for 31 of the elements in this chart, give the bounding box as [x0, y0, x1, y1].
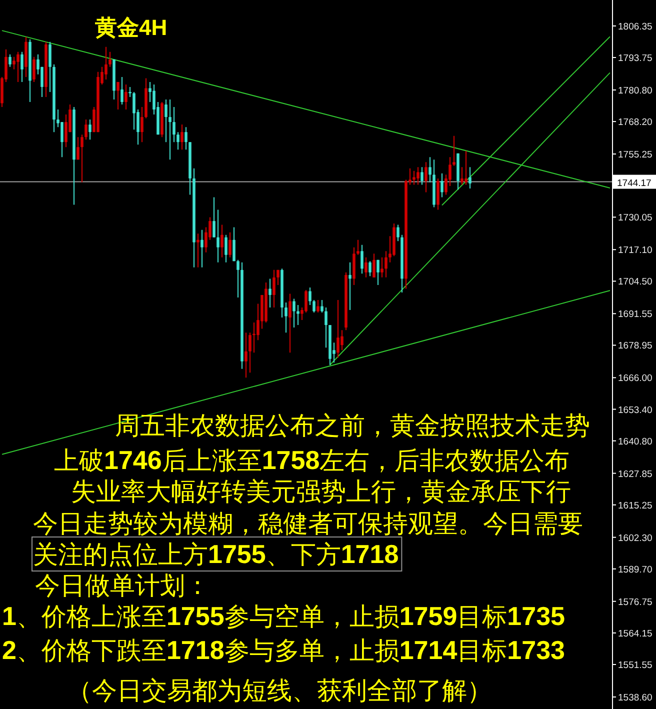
text: 黄金4H — [94, 15, 168, 40]
y-tick-label: 1564.15 — [618, 628, 652, 640]
y-tick-label: 1691.55 — [618, 309, 652, 320]
annotation: （今日交易都为短线、获利全部了解） — [67, 677, 492, 705]
y-tick-label: 1602.30 — [618, 532, 652, 544]
annotation: 失业率大幅好转美元强势上行，黄金承压下行 — [71, 478, 571, 506]
y-tick-label: 1780.80 — [618, 85, 652, 96]
y-tick-label: 1615.25 — [618, 500, 652, 512]
y-tick-label: 1678.95 — [618, 340, 652, 352]
annotation: 今日做单计划： — [35, 572, 210, 600]
y-tick-label: 1627.85 — [618, 468, 652, 480]
y-tick-label: 1576.75 — [618, 596, 652, 608]
y-tick-label: 1793.75 — [618, 53, 652, 64]
y-tick-label: 1538.60 — [618, 692, 652, 704]
y-tick-label: 1640.80 — [618, 436, 652, 448]
annotation: 周五非农数据公布之前，黄金按照技术走势 — [115, 412, 590, 440]
y-tick-label: 1589.70 — [618, 564, 652, 576]
annotation: 上破1746后上涨至1758左右，后非农数据公布 — [54, 445, 570, 475]
y-tick-label: 1551.55 — [618, 660, 652, 672]
y-tick-label: 1730.05 — [618, 212, 652, 224]
annotation: 1、价格上涨至1755参与空单，止损1759目标1735 — [2, 601, 565, 631]
y-tick-label: 1806.35 — [618, 21, 652, 32]
y-tick-label: 1717.10 — [618, 245, 652, 256]
annotation: 2、价格下跌至1718参与多单，止损1714目标1733 — [2, 635, 565, 665]
annotation: 今日走势较为模糊，稳健者可保持观望。今日需要 — [33, 510, 583, 538]
ref-line-label: 1744.17 — [617, 178, 652, 189]
y-tick-label: 1768.20 — [618, 117, 652, 128]
y-tick-label: 1666.00 — [618, 373, 652, 384]
y-tick-label: 1704.50 — [618, 276, 652, 288]
y-tick-label: 1755.25 — [618, 150, 652, 161]
y-tick-label: 1653.40 — [618, 404, 652, 416]
